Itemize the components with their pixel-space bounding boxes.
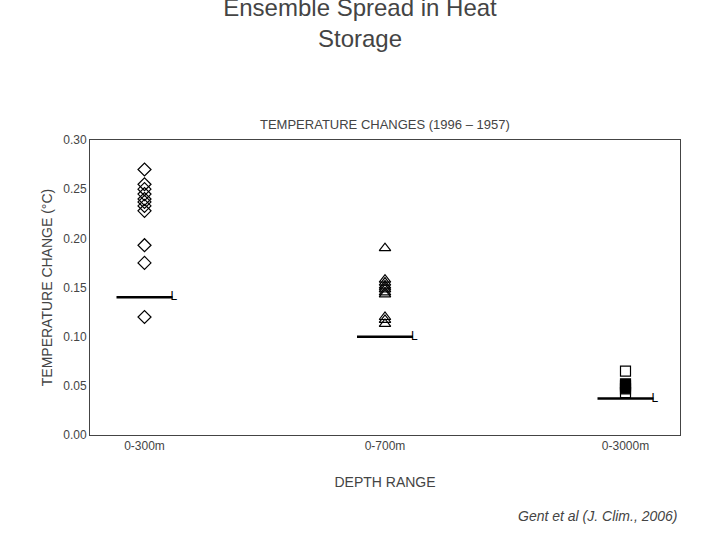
svg-text:Ensemble Spread in HeatStorage: Ensemble Spread in HeatStorage (223, 0, 497, 52)
svg-text:0.20: 0.20 (63, 232, 87, 246)
svg-text:TEMPERATURE CHANGE (°C): TEMPERATURE CHANGE (°C) (39, 189, 55, 386)
svg-text:0.25: 0.25 (63, 182, 87, 196)
svg-text:L: L (171, 289, 178, 303)
svg-text:0.30: 0.30 (63, 133, 87, 147)
svg-text:DEPTH RANGE: DEPTH RANGE (334, 474, 435, 490)
svg-text:0.00: 0.00 (63, 428, 87, 442)
svg-text:TEMPERATURE CHANGES (1996 – 19: TEMPERATURE CHANGES (1996 – 1957) (260, 117, 510, 132)
svg-text:0-700m: 0-700m (365, 439, 406, 453)
svg-text:Gent et al (J. Clim., 2006): Gent et al (J. Clim., 2006) (518, 508, 678, 524)
svg-text:L: L (411, 329, 418, 343)
svg-text:0-300m: 0-300m (124, 439, 165, 453)
svg-text:0.05: 0.05 (63, 379, 87, 393)
svg-text:0-3000m: 0-3000m (602, 439, 649, 453)
svg-text:0.15: 0.15 (63, 281, 87, 295)
svg-text:0.10: 0.10 (63, 330, 87, 344)
svg-text:L: L (652, 391, 659, 405)
